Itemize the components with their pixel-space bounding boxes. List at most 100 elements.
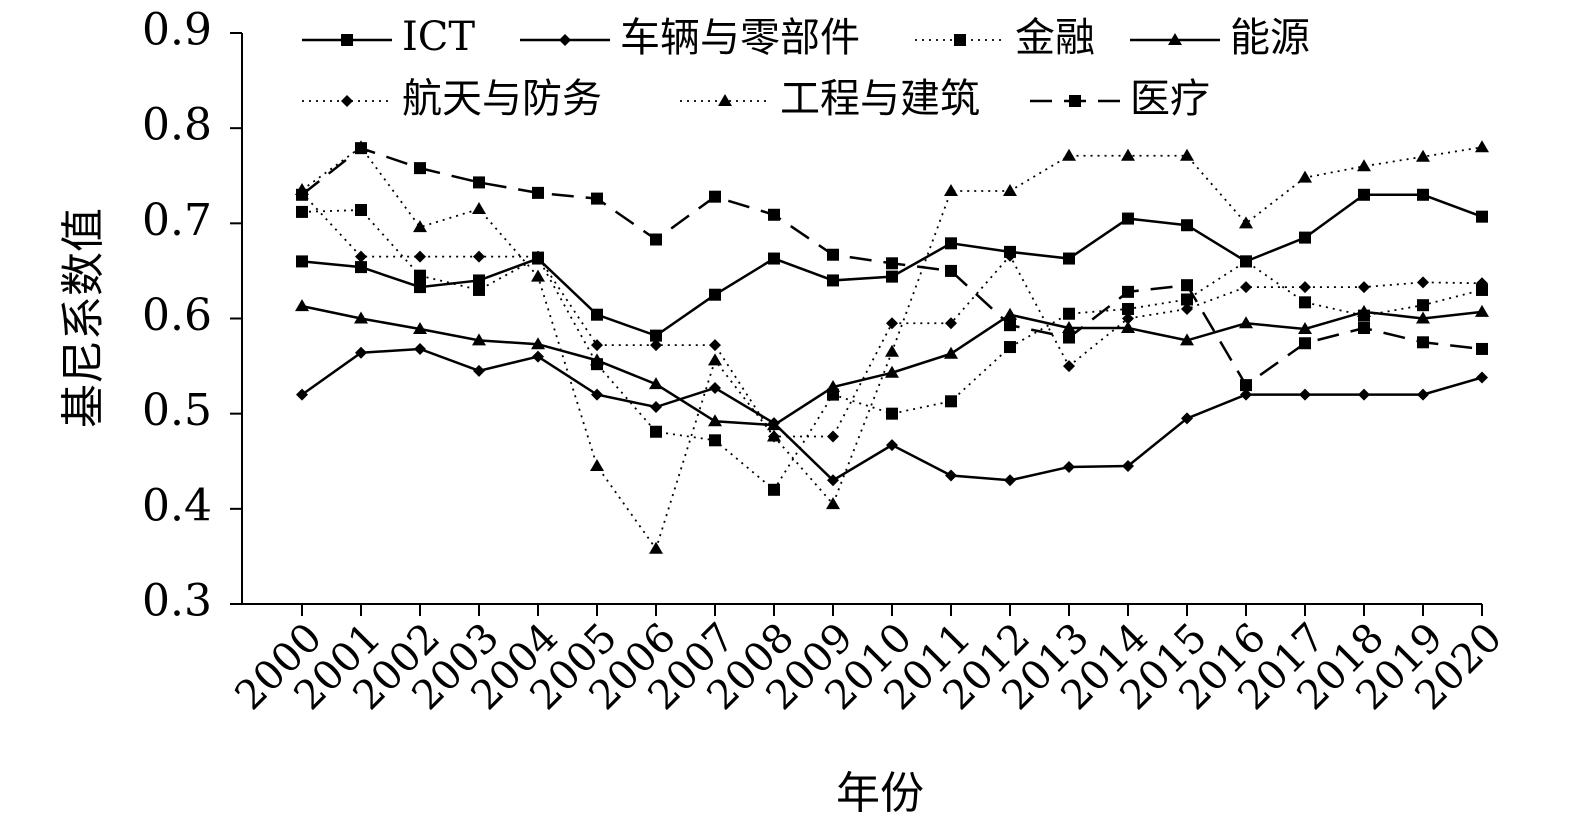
data-point [1299, 231, 1311, 244]
series-4 [296, 186, 1488, 443]
data-point [414, 342, 426, 355]
data-point [1004, 319, 1016, 332]
data-point [1063, 307, 1075, 320]
data-point [709, 288, 721, 301]
y-tick-label: 0.3 [142, 576, 212, 627]
data-point [1122, 212, 1134, 225]
data-point [1417, 276, 1429, 289]
data-point [768, 483, 780, 496]
data-point [295, 299, 309, 312]
data-point [649, 541, 663, 554]
x-axis-title: 年份 [836, 768, 924, 819]
data-point [709, 190, 721, 203]
legend-item: 工程与建筑 [680, 76, 980, 122]
data-point [414, 162, 426, 175]
data-point [1239, 316, 1253, 329]
series-layer [295, 140, 1489, 554]
data-point [1180, 148, 1194, 161]
data-point [1417, 299, 1429, 312]
data-point [1181, 219, 1193, 232]
series-2 [296, 204, 1488, 496]
data-point [945, 395, 957, 408]
legend-swatch-marker [341, 95, 353, 107]
data-point [1475, 140, 1489, 153]
data-point [650, 425, 662, 438]
data-point [1417, 188, 1429, 201]
data-point [1063, 252, 1075, 265]
data-point [1476, 210, 1488, 223]
data-point [886, 270, 898, 283]
y-tick-label: 0.7 [142, 195, 212, 246]
legend-swatch-marker [559, 34, 571, 46]
data-point [1121, 148, 1135, 161]
data-point [590, 459, 604, 472]
data-point [1298, 170, 1312, 183]
data-point [473, 283, 485, 296]
data-point [1358, 322, 1370, 335]
data-point [886, 257, 898, 270]
legend-swatch-marker [718, 94, 732, 106]
data-point [1476, 371, 1488, 384]
data-point [1416, 311, 1430, 324]
legend-label: 航天与防务 [402, 76, 602, 122]
data-point [355, 142, 367, 155]
data-point [1239, 216, 1253, 229]
data-point [650, 339, 662, 352]
legend-label: ICT [402, 14, 475, 60]
data-point [886, 407, 898, 420]
data-point [1181, 302, 1193, 315]
data-point [296, 205, 308, 218]
legend-swatch-marker [1168, 33, 1182, 45]
data-point [472, 333, 486, 346]
data-point [709, 381, 721, 394]
data-point [944, 346, 958, 359]
data-point [473, 274, 485, 287]
data-point [591, 308, 603, 321]
data-point [945, 237, 957, 250]
legend-item: 医疗 [1030, 76, 1210, 122]
data-point [1181, 293, 1193, 306]
data-point [768, 208, 780, 221]
data-point [473, 176, 485, 189]
y-tick-label: 0.4 [142, 480, 212, 531]
data-point [1240, 281, 1252, 294]
data-point [1476, 277, 1488, 290]
data-point [591, 339, 603, 352]
data-point [1122, 285, 1134, 298]
data-point [1062, 321, 1076, 334]
data-point [827, 274, 839, 287]
data-point [1299, 337, 1311, 350]
data-point [414, 250, 426, 263]
data-point [1357, 304, 1371, 317]
data-point [591, 388, 603, 401]
data-point [709, 434, 721, 447]
data-point [1476, 342, 1488, 355]
data-point [767, 418, 781, 431]
data-point [650, 233, 662, 246]
data-point [414, 281, 426, 294]
data-point [826, 497, 840, 510]
data-point [532, 250, 544, 263]
legend-item: 金融 [915, 15, 1095, 61]
data-point [827, 248, 839, 261]
data-point [1062, 148, 1076, 161]
data-point [1004, 474, 1016, 487]
data-point [1063, 360, 1075, 373]
data-point [472, 202, 486, 215]
data-point [355, 250, 367, 263]
data-point [708, 353, 722, 366]
data-point [885, 365, 899, 378]
data-point [1299, 296, 1311, 309]
data-point [945, 469, 957, 482]
data-point [531, 337, 545, 350]
data-point [591, 192, 603, 205]
data-point [886, 439, 898, 452]
data-point [1122, 302, 1134, 315]
data-point [1476, 283, 1488, 296]
data-point [1004, 249, 1016, 262]
legend-swatch-marker [1069, 95, 1081, 107]
data-point [885, 344, 899, 357]
data-point [1417, 388, 1429, 401]
